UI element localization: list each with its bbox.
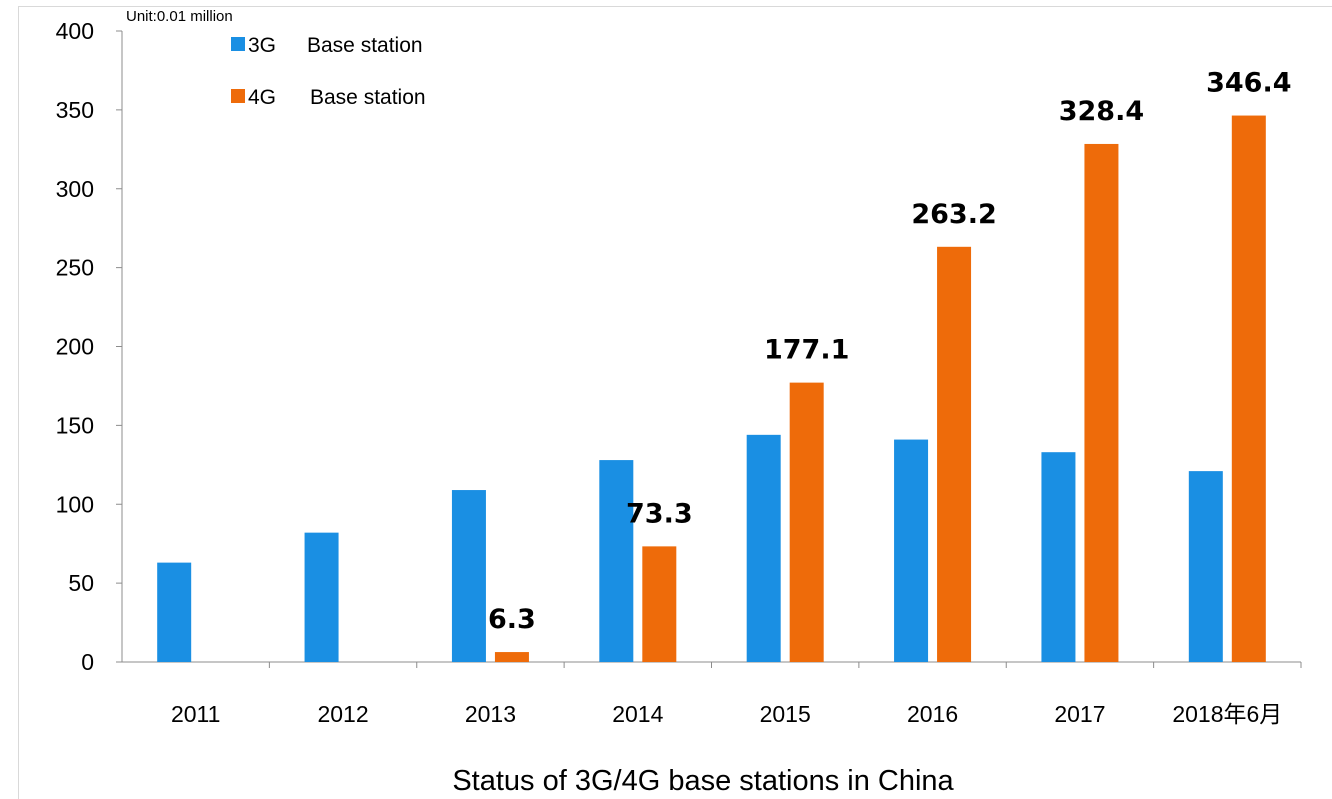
x-tick-label: 2012 (317, 701, 368, 727)
bar-4g-2016 (937, 246, 972, 662)
y-tick-label: 350 (56, 97, 94, 123)
x-tick-label: 2018年6月 (1172, 701, 1282, 727)
data-labels: 6.3 73.3 177.1 263.2 328.4 346.4 (488, 68, 1292, 636)
bar-4g-2015 (789, 382, 824, 662)
y-tick-label: 0 (81, 649, 94, 675)
y-tick-label: 400 (56, 18, 94, 44)
legend-marker-4g: 4G (248, 86, 276, 109)
bar-3g-2017 (1041, 452, 1076, 662)
chart-frame (18, 6, 1332, 799)
bar-3g-2014 (599, 460, 634, 662)
bar-3g-20186 (1188, 471, 1223, 662)
bar-3g-2013 (451, 490, 486, 662)
x-tick-label: 2017 (1054, 701, 1105, 727)
bar-3g-2012 (304, 532, 339, 662)
x-tick-label: 2013 (465, 701, 516, 727)
legend-label-4g: Base station (310, 86, 426, 109)
y-axis-ticks: 0 50 100 150 200 250 300 350 400 (56, 18, 122, 675)
data-label: 177.1 (764, 335, 849, 366)
y-tick-label: 250 (56, 255, 94, 281)
legend: 3G Base station 4G Base station (231, 34, 426, 109)
bar-4g-2017 (1084, 143, 1119, 663)
y-tick-label: 150 (56, 412, 94, 438)
chart-title: Status of 3G/4G base stations in China (452, 765, 954, 797)
data-label: 346.4 (1206, 68, 1291, 99)
bar-4g-2013 (494, 652, 529, 662)
data-label: 263.2 (911, 199, 996, 230)
legend-label-3g: Base station (307, 34, 423, 57)
legend-swatch-3g (231, 37, 245, 51)
bar-3g-2015 (746, 434, 781, 662)
y-tick-label: 200 (56, 334, 94, 360)
x-tick-label: 2014 (612, 701, 663, 727)
legend-marker-3g: 3G (248, 34, 276, 57)
data-label: 6.3 (488, 604, 536, 635)
data-label: 328.4 (1059, 96, 1144, 127)
bar-3g-2016 (894, 439, 929, 662)
x-tick-label: 2015 (760, 701, 811, 727)
x-axis-labels: 2011 2012 2013 2014 2015 2016 2017 2018年6月 (171, 701, 1282, 727)
bars (157, 115, 1266, 663)
unit-label: Unit:0.01 million (126, 8, 233, 25)
x-tick-label: 2016 (907, 701, 958, 727)
y-tick-label: 100 (56, 491, 94, 517)
y-tick-label: 300 (56, 176, 94, 202)
bar-4g-2014 (642, 546, 677, 662)
data-label: 73.3 (626, 498, 693, 529)
bar-3g-2011 (157, 562, 192, 662)
y-tick-label: 50 (68, 570, 94, 596)
bar-4g-20186 (1231, 115, 1266, 662)
x-tick-label: 2011 (171, 701, 220, 727)
legend-swatch-4g (231, 89, 245, 103)
